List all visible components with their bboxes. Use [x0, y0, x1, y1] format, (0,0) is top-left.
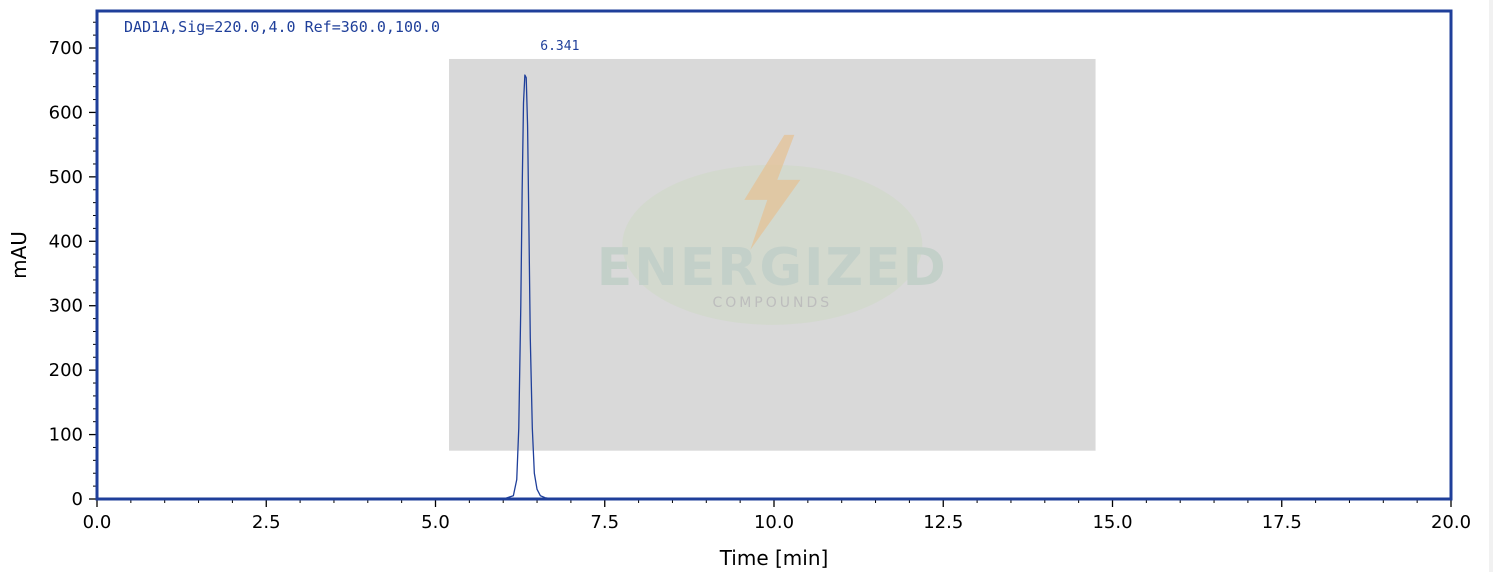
x-tick-label: 20.0 [1431, 512, 1471, 533]
watermark-glow [622, 164, 923, 325]
y-tick-label: 200 [49, 360, 83, 381]
lightning-bolt-icon [744, 134, 801, 250]
y-tick-label: 100 [49, 425, 83, 446]
y-tick-label: 600 [49, 102, 83, 123]
x-tick-label: 15.0 [1092, 512, 1132, 533]
x-tick-label: 12.5 [923, 512, 963, 533]
x-tick-label: 2.5 [252, 512, 281, 533]
y-tick-label: 700 [49, 38, 83, 59]
plot-frame [95, 9, 1453, 501]
x-tick-label: 10.0 [754, 512, 794, 533]
x-axis-label: Time [min] [719, 546, 829, 570]
x-tick-label: 0.0 [83, 512, 112, 533]
series-layer: 6.341 [97, 39, 1451, 500]
y-axis-label: mAU [7, 231, 31, 279]
y-tick-label: 0 [72, 489, 83, 510]
right-edge-strip [1489, 0, 1493, 572]
y-tick-label: 300 [49, 296, 83, 317]
signal-label: DAD1A,Sig=220.0,4.0 Ref=360.0,100.0 [124, 18, 440, 36]
x-tick-label: 7.5 [590, 512, 619, 533]
x-tick-label: 5.0 [421, 512, 450, 533]
watermark-title: ENERGIZED [597, 238, 948, 298]
y-tick-label: 400 [49, 231, 83, 252]
y-tick-label: 500 [49, 167, 83, 188]
peak-label: 6.341 [540, 39, 579, 54]
x-tick-label: 17.5 [1262, 512, 1302, 533]
chromatogram-trace [97, 74, 1451, 500]
watermark-subtitle: COMPOUNDS [712, 295, 832, 311]
axis-ticks: 0.0 2.5 5.0 7.5 10.0 12.5 15.0 17.5 20.0 0 100 200 3… [49, 21, 1471, 533]
